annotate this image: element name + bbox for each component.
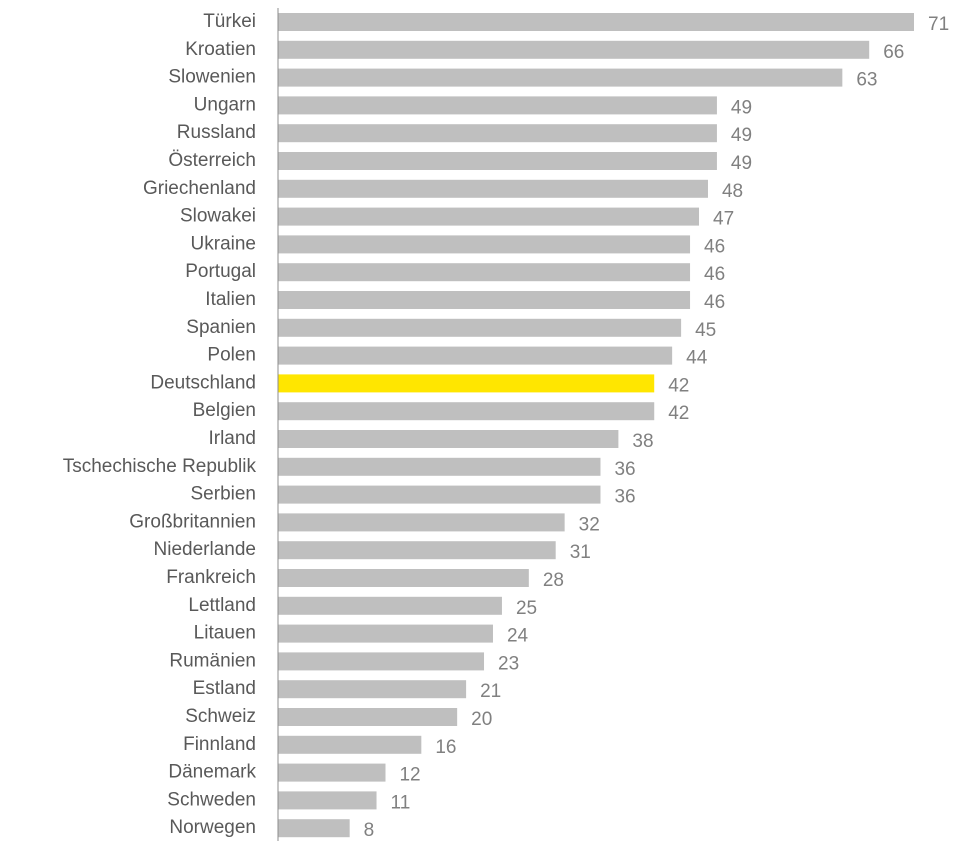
- category-label: Ungarn: [194, 94, 256, 115]
- value-label: 48: [722, 181, 743, 202]
- value-label: 16: [435, 737, 456, 758]
- category-label: Russland: [177, 122, 256, 143]
- value-label: 49: [731, 153, 752, 174]
- bar: [278, 402, 655, 421]
- category-label: Lettland: [188, 595, 256, 616]
- value-label: 46: [704, 292, 725, 313]
- bar: [278, 68, 843, 87]
- bar: [278, 235, 691, 254]
- value-label: 49: [731, 125, 752, 146]
- bar: [278, 652, 485, 671]
- category-label: Litauen: [194, 623, 256, 644]
- category-label: Rumänien: [169, 650, 256, 671]
- bar: [278, 569, 529, 587]
- bar: [278, 819, 350, 838]
- category-label: Dänemark: [168, 762, 256, 783]
- category-label: Irland: [208, 428, 256, 449]
- bar: [278, 374, 655, 393]
- value-label: 11: [391, 792, 411, 813]
- value-label: 47: [713, 209, 734, 230]
- category-label: Frankreich: [166, 567, 256, 588]
- value-label: 66: [883, 42, 904, 63]
- bar: [278, 680, 467, 699]
- value-label: 20: [471, 709, 492, 730]
- value-label: 28: [543, 570, 564, 591]
- category-label: Großbritannien: [129, 511, 256, 532]
- value-label: 36: [614, 459, 635, 480]
- bar: [278, 13, 914, 31]
- value-label: 36: [614, 487, 635, 508]
- bar: [278, 735, 422, 754]
- bar: [278, 263, 691, 282]
- bar: [278, 318, 682, 337]
- bar: [278, 513, 565, 532]
- value-label: 63: [856, 70, 877, 91]
- value-label: 46: [704, 236, 725, 257]
- category-label: Tschechische Republik: [63, 456, 257, 477]
- category-label: Schweden: [167, 789, 256, 810]
- bar: [278, 624, 493, 643]
- category-label: Norwegen: [169, 817, 256, 838]
- category-label: Estland: [193, 678, 256, 699]
- category-label: Polen: [207, 345, 256, 366]
- value-label: 46: [704, 264, 725, 285]
- category-label: Niederlande: [154, 539, 256, 560]
- category-label: Slowenien: [168, 67, 256, 88]
- bar: [278, 430, 619, 448]
- bar: [278, 40, 870, 59]
- category-label: Deutschland: [150, 372, 256, 393]
- category-label: Griechenland: [143, 178, 256, 199]
- category-label: Serbien: [191, 484, 257, 505]
- category-label: Türkei: [203, 11, 256, 32]
- category-label: Kroatien: [185, 39, 256, 60]
- category-label: Portugal: [185, 261, 256, 282]
- bar: [278, 346, 673, 365]
- value-label: 25: [516, 598, 537, 619]
- value-label: 38: [632, 431, 653, 452]
- bar: [278, 96, 717, 115]
- bar: [278, 207, 700, 226]
- bar: [278, 708, 458, 726]
- bar: [278, 791, 377, 810]
- bar: [278, 485, 601, 504]
- bar: [278, 179, 708, 198]
- category-label: Schweiz: [185, 706, 256, 727]
- bar: [278, 291, 691, 309]
- category-label: Belgien: [193, 400, 256, 421]
- bar: [278, 152, 717, 170]
- bar: [278, 596, 502, 615]
- value-label: 44: [686, 348, 708, 369]
- value-label: 31: [570, 542, 591, 563]
- bar: [278, 541, 556, 560]
- value-label: 12: [399, 765, 420, 786]
- value-label: 42: [668, 375, 689, 396]
- value-label: 71: [928, 14, 949, 35]
- value-label: 21: [480, 681, 501, 702]
- category-label: Ukraine: [191, 233, 256, 254]
- value-label: 24: [507, 626, 529, 647]
- value-label: 23: [498, 653, 519, 674]
- bar: [278, 124, 717, 143]
- value-label: 45: [695, 320, 716, 341]
- category-label: Italien: [205, 289, 256, 310]
- category-label: Finnland: [183, 734, 256, 755]
- value-label: 8: [364, 820, 375, 841]
- value-label: 49: [731, 97, 752, 118]
- category-label: Spanien: [186, 317, 256, 338]
- value-label: 42: [668, 403, 689, 424]
- bar: [278, 457, 601, 476]
- value-label: 32: [579, 514, 600, 535]
- bar: [278, 763, 386, 782]
- category-label: Slowakei: [180, 206, 256, 227]
- category-label: Österreich: [168, 150, 256, 171]
